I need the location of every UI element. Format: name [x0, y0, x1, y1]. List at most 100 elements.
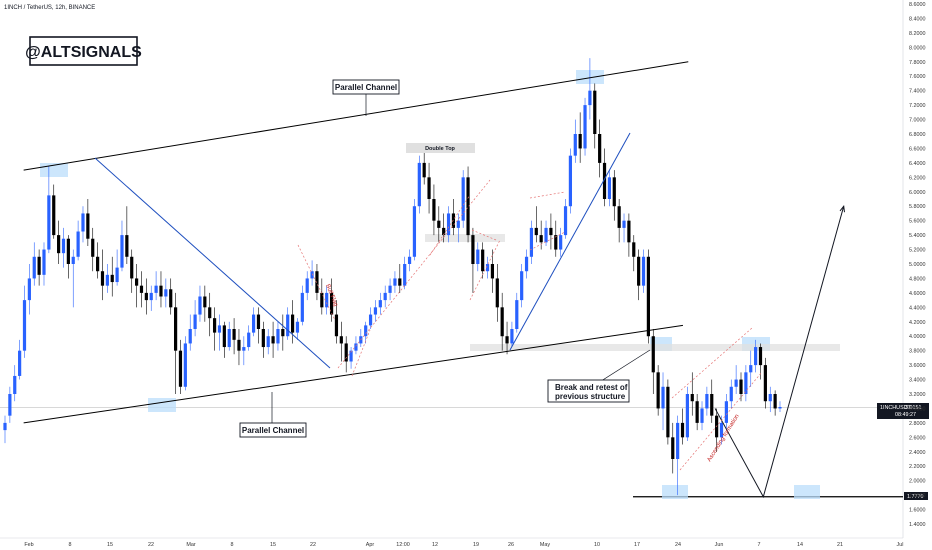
candle-body — [412, 206, 417, 257]
candle-body — [81, 213, 85, 232]
x-tick-label: Apr — [366, 542, 375, 548]
candle-body — [724, 401, 728, 423]
y-tick-label: 7.2000 — [909, 103, 926, 109]
candle-body — [290, 314, 295, 333]
candle-body — [432, 199, 436, 221]
candle-body — [403, 264, 407, 286]
upper-channel-label: Parallel Channel — [332, 79, 400, 116]
chart-title: 1INCH / TetherUS, 12h, BINANCE — [4, 5, 95, 11]
candle-body — [773, 394, 777, 409]
candle-body — [276, 329, 280, 344]
pattern-dashed-line — [471, 229, 497, 241]
candle-body — [710, 394, 714, 416]
candle-body — [758, 347, 763, 366]
candle-body — [524, 256, 529, 272]
x-tick-label: 15 — [107, 542, 113, 548]
y-tick-label: 2.0000 — [909, 479, 926, 485]
candle-body — [622, 220, 626, 228]
candle-body — [18, 350, 22, 376]
candle-body — [739, 379, 743, 394]
y-tick-label: 7.0000 — [909, 118, 926, 124]
projection-arrowhead — [839, 204, 845, 213]
candle-body — [349, 350, 353, 362]
x-tick-label: 17 — [634, 542, 640, 548]
candle-body — [100, 271, 105, 286]
candle-body — [96, 256, 100, 272]
y-tick-label: 2.6000 — [909, 435, 926, 441]
lower-channel-line — [23, 324, 683, 424]
candle-body — [13, 375, 17, 394]
y-tick-label: 7.8000 — [909, 60, 926, 66]
candle-body — [554, 235, 558, 250]
candle-body — [690, 394, 694, 402]
y-tick-label: 7.4000 — [909, 89, 926, 95]
candle-body — [612, 177, 616, 207]
candle-body — [139, 285, 144, 293]
candle-body — [47, 195, 51, 250]
candle-body — [178, 350, 183, 387]
candle-body — [261, 329, 265, 348]
candle-body — [378, 300, 382, 308]
y-tick-label: 3.4000 — [909, 378, 926, 384]
candle-body — [164, 289, 168, 297]
candle-body — [700, 408, 704, 423]
pattern-dashed-line — [297, 244, 336, 321]
x-tick-label: 12 — [432, 542, 438, 548]
candle-body — [212, 318, 217, 333]
candle-body — [198, 296, 202, 315]
candle-body — [310, 271, 314, 279]
candle-body — [203, 296, 207, 308]
candle-body — [539, 235, 543, 243]
candle-body — [27, 278, 31, 301]
candle-body — [159, 285, 163, 297]
candle-body — [617, 206, 621, 228]
candle-body — [329, 292, 334, 315]
candle-body — [602, 162, 607, 199]
current-price-timer: 08:49:27 — [895, 412, 916, 418]
candle-body — [300, 292, 304, 322]
pattern-dashed-line — [351, 329, 371, 377]
candle-body — [32, 256, 36, 279]
candle-body — [520, 271, 524, 301]
brand-badge: @ALTSIGNALS — [25, 36, 142, 66]
pattern-dashed-line — [469, 239, 501, 301]
y-tick-label: 6.2000 — [909, 175, 926, 181]
support-price-tag: 1.7770 — [904, 492, 928, 500]
double-top-label: Double Top — [406, 143, 475, 153]
candle-body — [559, 235, 563, 250]
candle-body — [144, 292, 148, 301]
candle-body — [320, 292, 324, 308]
y-tick-label: 5.4000 — [909, 233, 926, 239]
brand-label: @ALTSIGNALS — [25, 44, 142, 61]
candle-body — [632, 242, 636, 257]
x-tick-label: Feb — [24, 542, 33, 548]
pattern-dashed-line — [429, 194, 471, 256]
candle-body — [183, 343, 187, 387]
candle-body — [627, 220, 631, 243]
pattern-dashed-line — [529, 191, 566, 199]
ascending-trendline — [509, 132, 631, 351]
y-tick-label: 2.2000 — [909, 464, 926, 470]
candle-body — [651, 336, 655, 373]
x-tick-label: 21 — [837, 542, 843, 548]
y-tick-label: 5.6000 — [909, 219, 926, 225]
candle-body — [393, 278, 397, 286]
candle-body — [598, 134, 602, 163]
candle-body — [125, 235, 129, 257]
candle-body — [120, 235, 124, 268]
candle-body — [271, 336, 275, 344]
candle-body — [368, 314, 373, 326]
current-price-value: 3.0151 — [905, 405, 922, 411]
y-tick-label: 1.6000 — [909, 508, 926, 514]
double-top-text: Double Top — [425, 146, 455, 152]
highlight-zone — [662, 485, 688, 499]
y-tick-label: 6.0000 — [909, 190, 926, 196]
candle-body — [208, 307, 212, 319]
candle-body — [505, 336, 509, 344]
x-tick-label: 12:00 — [396, 542, 410, 548]
candle-body — [242, 347, 246, 351]
x-tick-label: 26 — [508, 542, 514, 548]
y-tick-label: 5.2000 — [909, 248, 926, 254]
candle-body — [305, 278, 309, 293]
